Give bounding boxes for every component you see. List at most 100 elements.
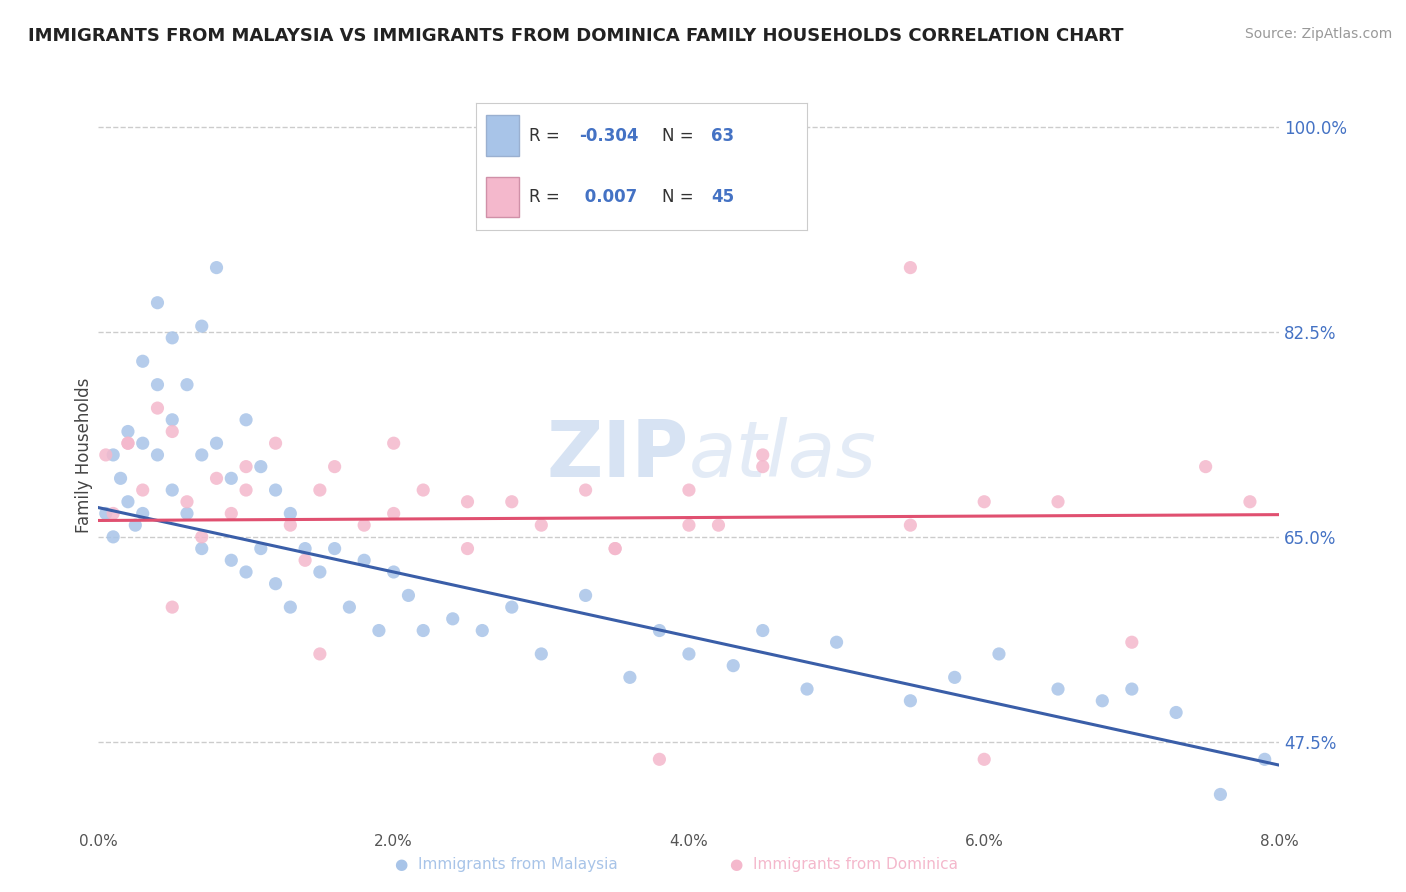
- Point: [309, 565, 332, 579]
- Point: [191, 541, 214, 556]
- Point: [205, 471, 228, 485]
- Point: [162, 483, 183, 497]
- Point: [280, 600, 302, 615]
- Point: [796, 681, 818, 696]
- Point: [146, 295, 169, 310]
- Point: [117, 494, 139, 508]
- Point: [1121, 635, 1143, 649]
- Point: [162, 331, 183, 345]
- Point: [250, 459, 273, 474]
- Point: [103, 448, 125, 462]
- Point: [117, 425, 139, 439]
- Text: Source: ZipAtlas.com: Source: ZipAtlas.com: [1244, 27, 1392, 41]
- Point: [678, 518, 700, 533]
- Point: [323, 541, 346, 556]
- Point: [353, 518, 375, 533]
- Point: [471, 624, 494, 638]
- Point: [235, 413, 257, 427]
- Point: [176, 377, 198, 392]
- Point: [353, 553, 375, 567]
- Point: [382, 436, 405, 450]
- Point: [530, 647, 553, 661]
- Point: [146, 377, 169, 392]
- Point: [648, 752, 671, 766]
- Point: [752, 459, 775, 474]
- Point: [294, 541, 316, 556]
- Point: [973, 494, 995, 508]
- Point: [530, 518, 553, 533]
- Point: [124, 518, 146, 533]
- Point: [900, 518, 922, 533]
- Point: [1046, 494, 1070, 508]
- Point: [678, 483, 700, 497]
- Point: [1091, 694, 1114, 708]
- Point: [117, 436, 139, 450]
- Point: [235, 459, 257, 474]
- Point: [457, 541, 479, 556]
- Point: [146, 448, 169, 462]
- Point: [752, 448, 775, 462]
- Point: [678, 647, 700, 661]
- Point: [176, 494, 198, 508]
- Point: [1046, 681, 1070, 696]
- Point: [1121, 681, 1143, 696]
- Point: [264, 576, 287, 591]
- Point: [723, 658, 745, 673]
- Point: [619, 670, 641, 684]
- Point: [264, 436, 287, 450]
- Point: [205, 436, 228, 450]
- Point: [110, 471, 132, 485]
- Text: ●  Immigrants from Dominica: ● Immigrants from Dominica: [730, 857, 957, 872]
- Point: [382, 507, 405, 521]
- Point: [132, 507, 155, 521]
- Point: [264, 483, 287, 497]
- Point: [339, 600, 361, 615]
- Point: [1239, 494, 1261, 508]
- Point: [752, 624, 775, 638]
- Point: [575, 483, 598, 497]
- Point: [988, 647, 1011, 661]
- Point: [117, 436, 139, 450]
- Point: [309, 483, 332, 497]
- Point: [132, 483, 155, 497]
- Point: [441, 612, 464, 626]
- Text: atlas: atlas: [689, 417, 877, 493]
- Point: [250, 541, 273, 556]
- Point: [501, 494, 523, 508]
- Point: [132, 354, 155, 368]
- Point: [605, 541, 627, 556]
- Point: [103, 507, 125, 521]
- Point: [973, 752, 995, 766]
- Text: IMMIGRANTS FROM MALAYSIA VS IMMIGRANTS FROM DOMINICA FAMILY HOUSEHOLDS CORRELATI: IMMIGRANTS FROM MALAYSIA VS IMMIGRANTS F…: [28, 27, 1123, 45]
- Point: [191, 319, 214, 334]
- Point: [398, 589, 420, 603]
- Point: [235, 483, 257, 497]
- Point: [103, 530, 125, 544]
- Point: [280, 518, 302, 533]
- Text: ZIP: ZIP: [547, 417, 689, 493]
- Point: [1254, 752, 1277, 766]
- Point: [221, 553, 243, 567]
- Point: [368, 624, 391, 638]
- Point: [412, 624, 434, 638]
- Point: [1166, 706, 1188, 720]
- Point: [176, 507, 198, 521]
- Point: [825, 635, 848, 649]
- Point: [943, 670, 966, 684]
- Point: [191, 530, 214, 544]
- Point: [294, 553, 316, 567]
- Point: [900, 260, 922, 275]
- Point: [221, 507, 243, 521]
- Point: [382, 565, 405, 579]
- Point: [1209, 788, 1232, 802]
- Point: [900, 694, 922, 708]
- Point: [205, 260, 228, 275]
- Point: [323, 459, 346, 474]
- Point: [1195, 459, 1218, 474]
- Point: [575, 589, 598, 603]
- Point: [146, 401, 169, 415]
- Point: [191, 448, 214, 462]
- Point: [221, 471, 243, 485]
- Point: [162, 600, 183, 615]
- Point: [707, 518, 730, 533]
